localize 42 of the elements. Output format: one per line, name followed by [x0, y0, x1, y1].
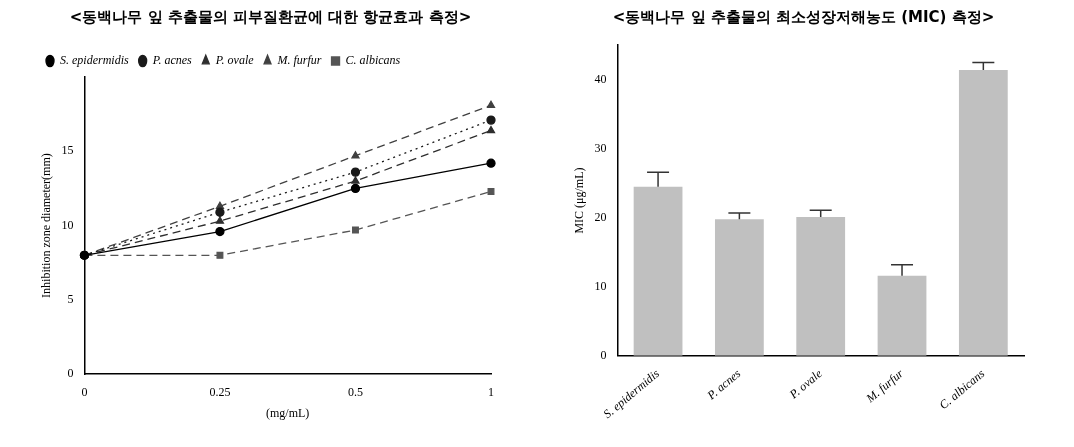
bar — [633, 186, 682, 356]
chart-title: <동백나무 잎 추출물의 최소성장저해농도 (MIC) 측정> — [612, 8, 995, 27]
point — [350, 176, 360, 184]
legend-label: S. epidermidis — [59, 53, 129, 68]
legend-label: P. ovale — [214, 53, 254, 68]
y-tick-label: 15 — [60, 143, 73, 158]
x-tick-label: 0.5 — [347, 384, 363, 399]
bar — [958, 70, 1008, 356]
bar — [714, 219, 764, 356]
point — [214, 207, 225, 217]
point — [486, 100, 495, 108]
x-tick-label: 0.25 — [208, 384, 230, 399]
x-tick-label: 0 — [80, 384, 87, 399]
y-tick-label: 20 — [593, 209, 606, 224]
y-tick-label: 30 — [593, 140, 606, 155]
y-tick-label: 40 — [593, 71, 606, 86]
point — [350, 151, 360, 159]
point — [351, 226, 359, 234]
y-tick-label: 5 — [66, 292, 73, 307]
point — [485, 158, 496, 168]
chart-title: <동백나무 잎 추출물의 피부질환균에 대한 항균효과 측정> — [69, 8, 472, 27]
x-axis-title: (mg/mL) — [265, 405, 309, 420]
point — [486, 125, 495, 134]
point — [215, 201, 224, 209]
y-tick-label: 10 — [60, 217, 73, 232]
legend-label: M. furfur — [276, 53, 322, 68]
point — [215, 251, 223, 259]
y-tick-label: 10 — [593, 278, 606, 293]
x-tick-label: 1 — [487, 384, 494, 399]
bar — [795, 217, 845, 356]
point — [350, 167, 360, 177]
legend-label: P. acnes — [151, 53, 192, 68]
y-axis-title: MIC (μg/mL) — [571, 167, 586, 234]
x-tick-label: P. ovale — [785, 365, 825, 402]
y-tick-label: 0 — [599, 347, 606, 362]
legend-label: C. albicans — [345, 53, 401, 68]
bar — [877, 275, 926, 356]
point — [214, 226, 225, 237]
point — [485, 115, 496, 125]
point — [215, 216, 224, 224]
y-axis-title: Inhibition zone diameter(mm) — [38, 153, 53, 298]
point — [350, 183, 360, 194]
